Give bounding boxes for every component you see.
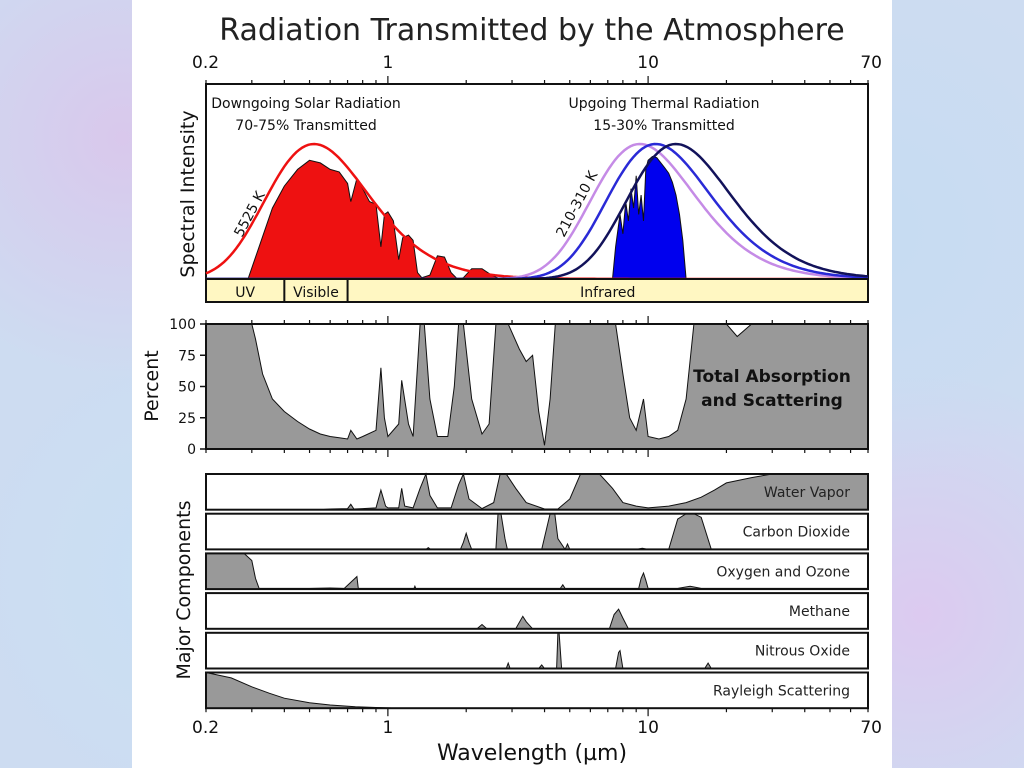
thermal-label-line1: Upgoing Thermal Radiation bbox=[569, 96, 760, 112]
percent-tick-label-0: 0 bbox=[187, 442, 196, 458]
percent-tick-label-50: 50 bbox=[178, 380, 196, 396]
thermal-label-line2: 15-30% Transmitted bbox=[593, 118, 734, 134]
component-label-oxygen-and-ozone: Oxygen and Ozone bbox=[716, 564, 850, 580]
plot-layer: Downgoing Solar Radiation 70-75% Transmit… bbox=[141, 53, 882, 738]
band-label-infrared: Infrared bbox=[580, 285, 635, 301]
band-label-uv: UV bbox=[235, 285, 255, 301]
component-frame-carbon-dioxide bbox=[205, 512, 869, 551]
component-label-methane: Methane bbox=[789, 604, 850, 620]
top-x-tick-label-10: 10 bbox=[637, 53, 659, 73]
top-x-tick-label-70: 70 bbox=[860, 53, 882, 73]
total-absorption-area bbox=[205, 323, 869, 450]
percent-tick-label-25: 25 bbox=[178, 411, 196, 427]
percent-tick-label-75: 75 bbox=[178, 348, 196, 364]
percent-tick-label-100: 100 bbox=[169, 317, 196, 333]
component-area-water-vapor bbox=[206, 472, 869, 511]
solar-label-line1: Downgoing Solar Radiation bbox=[211, 96, 401, 112]
component-background-carbon-dioxide bbox=[206, 513, 868, 550]
percent-y-axis-title: Percent bbox=[141, 350, 163, 422]
bottom-x-tick-label-70: 70 bbox=[860, 718, 882, 738]
component-label-rayleigh-scattering: Rayleigh Scattering bbox=[713, 683, 850, 699]
component-label-carbon-dioxide: Carbon Dioxide bbox=[743, 525, 850, 541]
components-y-axis-title: Major Components bbox=[173, 501, 195, 680]
component-frame-oxygen-and-ozone bbox=[205, 552, 869, 591]
total-label-line2: and Scattering bbox=[701, 391, 843, 411]
solar-label-line2: 70-75% Transmitted bbox=[235, 118, 376, 134]
component-background-methane bbox=[206, 593, 868, 629]
band-label-visible: Visible bbox=[293, 285, 339, 301]
total-label-line1: Total Absorption bbox=[693, 367, 851, 387]
bottom-x-tick-label-1: 1 bbox=[382, 718, 393, 738]
top-x-tick-label-1: 1 bbox=[382, 53, 393, 73]
component-frame-water-vapor bbox=[205, 473, 869, 511]
spectrum-y-axis-title: Spectral Intensity bbox=[177, 110, 199, 277]
band-strip bbox=[205, 278, 869, 303]
bottom-x-tick-label-10: 10 bbox=[637, 718, 659, 738]
atmosphere-chart: Radiation Transmitted by the Atmosphere … bbox=[141, 13, 882, 766]
component-background-oxygen-and-ozone bbox=[206, 553, 868, 590]
component-background-nitrous-oxide bbox=[206, 632, 868, 669]
x-axis-title: Wavelength (µm) bbox=[437, 741, 627, 766]
component-frame-nitrous-oxide bbox=[205, 631, 869, 670]
top-x-tick-label-0.2: 0.2 bbox=[192, 53, 219, 73]
component-frame-methane bbox=[205, 592, 869, 630]
component-frame-rayleigh-scattering bbox=[205, 671, 869, 710]
chart-title: Radiation Transmitted by the Atmosphere bbox=[219, 13, 844, 48]
bottom-x-tick-label-0.2: 0.2 bbox=[192, 718, 219, 738]
slide-panel: Radiation Transmitted by the Atmosphere … bbox=[132, 0, 892, 768]
component-label-water-vapor: Water Vapor bbox=[764, 485, 850, 501]
component-label-nitrous-oxide: Nitrous Oxide bbox=[755, 644, 850, 660]
component-background-rayleigh-scattering bbox=[206, 672, 868, 709]
solar-transmitted-area bbox=[247, 159, 545, 280]
